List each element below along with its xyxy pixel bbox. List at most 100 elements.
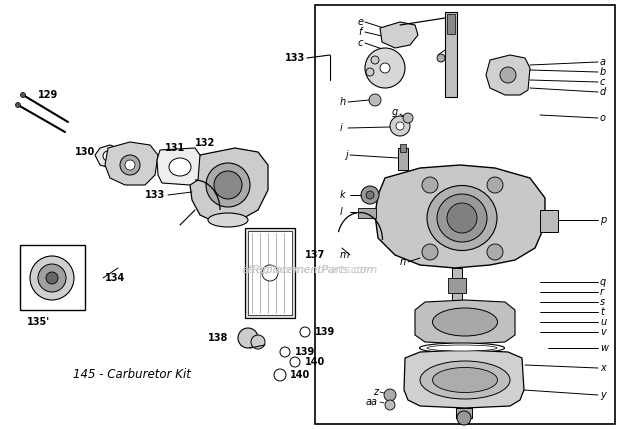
Text: x: x bbox=[600, 363, 606, 373]
Ellipse shape bbox=[169, 158, 191, 176]
Text: d: d bbox=[600, 87, 606, 97]
Text: t: t bbox=[600, 307, 604, 317]
Circle shape bbox=[20, 93, 25, 97]
Text: s: s bbox=[600, 297, 605, 307]
Circle shape bbox=[422, 177, 438, 193]
Circle shape bbox=[361, 186, 379, 204]
Circle shape bbox=[369, 94, 381, 106]
Bar bbox=[245, 228, 295, 318]
Polygon shape bbox=[486, 55, 530, 95]
Bar bbox=[447, 14, 455, 34]
Ellipse shape bbox=[420, 343, 505, 353]
Text: 145 - Carburetor Kit: 145 - Carburetor Kit bbox=[73, 369, 191, 381]
Circle shape bbox=[274, 369, 286, 381]
Ellipse shape bbox=[420, 361, 510, 399]
Circle shape bbox=[262, 265, 278, 281]
Polygon shape bbox=[95, 145, 120, 168]
Circle shape bbox=[103, 151, 113, 161]
Circle shape bbox=[206, 163, 250, 207]
Text: 140: 140 bbox=[305, 357, 326, 367]
Polygon shape bbox=[380, 22, 418, 48]
Text: f: f bbox=[358, 27, 361, 37]
Circle shape bbox=[214, 171, 242, 199]
Text: 134: 134 bbox=[105, 273, 125, 283]
Text: 133: 133 bbox=[285, 53, 305, 63]
Text: e: e bbox=[358, 17, 364, 27]
Ellipse shape bbox=[427, 185, 497, 251]
Text: r: r bbox=[600, 287, 604, 297]
Circle shape bbox=[238, 328, 258, 348]
Text: eReplacementParts.com: eReplacementParts.com bbox=[242, 265, 378, 275]
Polygon shape bbox=[157, 148, 200, 185]
Polygon shape bbox=[375, 165, 545, 268]
Text: 140: 140 bbox=[290, 370, 310, 380]
Circle shape bbox=[396, 122, 404, 130]
Text: z: z bbox=[373, 387, 378, 397]
Text: y: y bbox=[600, 390, 606, 400]
Text: 131: 131 bbox=[165, 143, 185, 153]
Text: aa: aa bbox=[366, 397, 378, 407]
Circle shape bbox=[371, 56, 379, 64]
Text: u: u bbox=[600, 317, 606, 327]
Polygon shape bbox=[404, 350, 524, 408]
Circle shape bbox=[300, 327, 310, 337]
Bar bbox=[448, 278, 466, 293]
Text: q: q bbox=[600, 277, 606, 287]
Ellipse shape bbox=[437, 194, 487, 242]
Bar bbox=[540, 210, 558, 232]
Circle shape bbox=[384, 389, 396, 401]
Bar bbox=[358, 208, 376, 218]
Text: 139: 139 bbox=[315, 327, 335, 337]
Circle shape bbox=[500, 67, 516, 83]
Circle shape bbox=[437, 54, 445, 62]
Circle shape bbox=[365, 48, 405, 88]
Circle shape bbox=[280, 347, 290, 357]
Circle shape bbox=[16, 103, 20, 108]
Text: eReplacementParts.com: eReplacementParts.com bbox=[246, 265, 374, 275]
Circle shape bbox=[487, 177, 503, 193]
Text: w: w bbox=[600, 343, 608, 353]
Circle shape bbox=[125, 160, 135, 170]
Bar bbox=[20, 245, 85, 310]
Bar bbox=[445, 12, 457, 97]
Bar bbox=[248, 231, 292, 315]
Circle shape bbox=[46, 272, 58, 284]
Text: b: b bbox=[600, 67, 606, 77]
Ellipse shape bbox=[427, 345, 497, 351]
Text: h: h bbox=[340, 97, 346, 107]
Text: p: p bbox=[600, 215, 606, 225]
Bar bbox=[315, 5, 615, 424]
Circle shape bbox=[290, 357, 300, 367]
Circle shape bbox=[380, 63, 390, 73]
Circle shape bbox=[487, 244, 503, 260]
Text: 135': 135' bbox=[27, 317, 50, 327]
Text: g: g bbox=[392, 107, 398, 117]
Text: m: m bbox=[340, 250, 350, 260]
Circle shape bbox=[38, 264, 66, 292]
Circle shape bbox=[385, 400, 395, 410]
Circle shape bbox=[366, 68, 374, 76]
Text: l: l bbox=[340, 207, 343, 217]
Text: 133: 133 bbox=[144, 190, 165, 200]
Circle shape bbox=[251, 335, 265, 349]
Bar bbox=[452, 268, 462, 303]
Text: a: a bbox=[600, 57, 606, 67]
Circle shape bbox=[403, 113, 413, 123]
Text: o: o bbox=[600, 113, 606, 123]
Polygon shape bbox=[190, 148, 268, 222]
Bar bbox=[400, 144, 406, 152]
Text: 137: 137 bbox=[305, 250, 326, 260]
Text: k: k bbox=[340, 190, 345, 200]
Circle shape bbox=[120, 155, 140, 175]
Text: 139: 139 bbox=[295, 347, 315, 357]
Text: c: c bbox=[600, 77, 605, 87]
Text: 129: 129 bbox=[38, 90, 58, 100]
Text: c: c bbox=[358, 38, 363, 48]
Circle shape bbox=[457, 411, 471, 425]
Polygon shape bbox=[415, 300, 515, 344]
Bar bbox=[398, 148, 408, 170]
Ellipse shape bbox=[433, 368, 497, 393]
Text: 130: 130 bbox=[75, 147, 95, 157]
Polygon shape bbox=[105, 142, 158, 185]
Text: j: j bbox=[345, 150, 348, 160]
